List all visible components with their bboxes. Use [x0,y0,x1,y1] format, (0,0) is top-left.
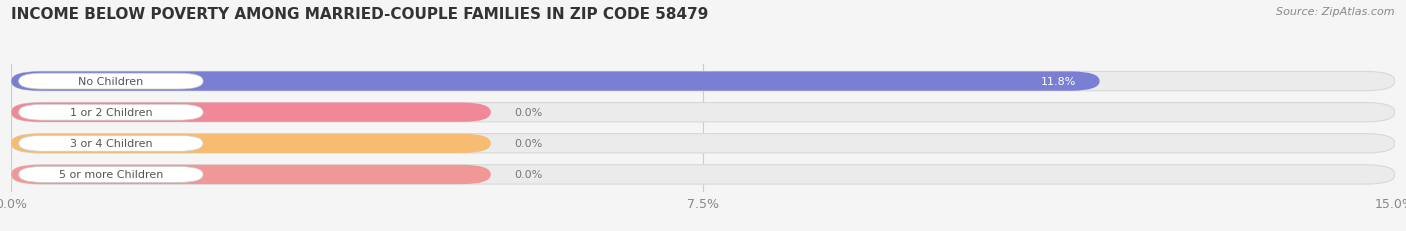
Text: INCOME BELOW POVERTY AMONG MARRIED-COUPLE FAMILIES IN ZIP CODE 58479: INCOME BELOW POVERTY AMONG MARRIED-COUPL… [11,7,709,22]
Text: Source: ZipAtlas.com: Source: ZipAtlas.com [1277,7,1395,17]
FancyBboxPatch shape [18,105,202,121]
Text: 0.0%: 0.0% [515,170,543,180]
FancyBboxPatch shape [18,167,202,182]
FancyBboxPatch shape [18,136,202,152]
Text: No Children: No Children [79,77,143,87]
FancyBboxPatch shape [11,165,491,184]
FancyBboxPatch shape [11,103,1395,122]
FancyBboxPatch shape [18,74,202,90]
Text: 0.0%: 0.0% [515,139,543,149]
Text: 11.8%: 11.8% [1042,77,1077,87]
Text: 1 or 2 Children: 1 or 2 Children [69,108,152,118]
Text: 0.0%: 0.0% [515,108,543,118]
Text: 5 or more Children: 5 or more Children [59,170,163,180]
FancyBboxPatch shape [11,134,1395,153]
FancyBboxPatch shape [11,103,491,122]
FancyBboxPatch shape [11,72,1099,91]
FancyBboxPatch shape [11,165,1395,184]
FancyBboxPatch shape [11,134,491,153]
Text: 3 or 4 Children: 3 or 4 Children [69,139,152,149]
FancyBboxPatch shape [11,72,1395,91]
